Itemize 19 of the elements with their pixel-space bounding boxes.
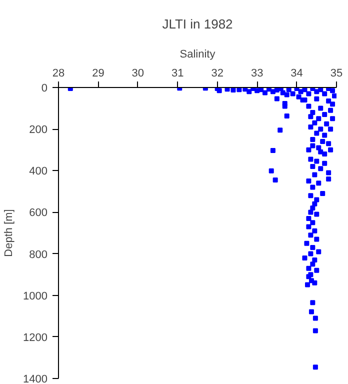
y-tick-label: 1000 [23,290,48,302]
x-tick-label: 35 [330,68,343,80]
y-tick-label: 400 [29,166,48,178]
y-tick-label: 1400 [23,374,48,384]
x-tick-label: 34 [290,68,303,80]
y-tick-label: 1200 [23,332,48,344]
x-tick-label: 31 [172,68,184,80]
x-tick-label: 28 [52,68,65,80]
y-tick-label: 600 [29,207,48,220]
x-tick-label: 29 [92,68,104,80]
x-tick-label: 33 [250,68,264,80]
y-tick-label: 800 [29,248,48,261]
x-tick-label: 32 [211,68,224,80]
y-tick-label: 0 [41,82,48,94]
y-axis-title: Depth [m] [3,209,16,257]
x-axis-title: Salinity [180,48,216,60]
chart-title: JLTI in 1982 [162,16,233,32]
y-tick-label: 200 [29,124,48,136]
x-tick-label: 30 [132,68,144,80]
